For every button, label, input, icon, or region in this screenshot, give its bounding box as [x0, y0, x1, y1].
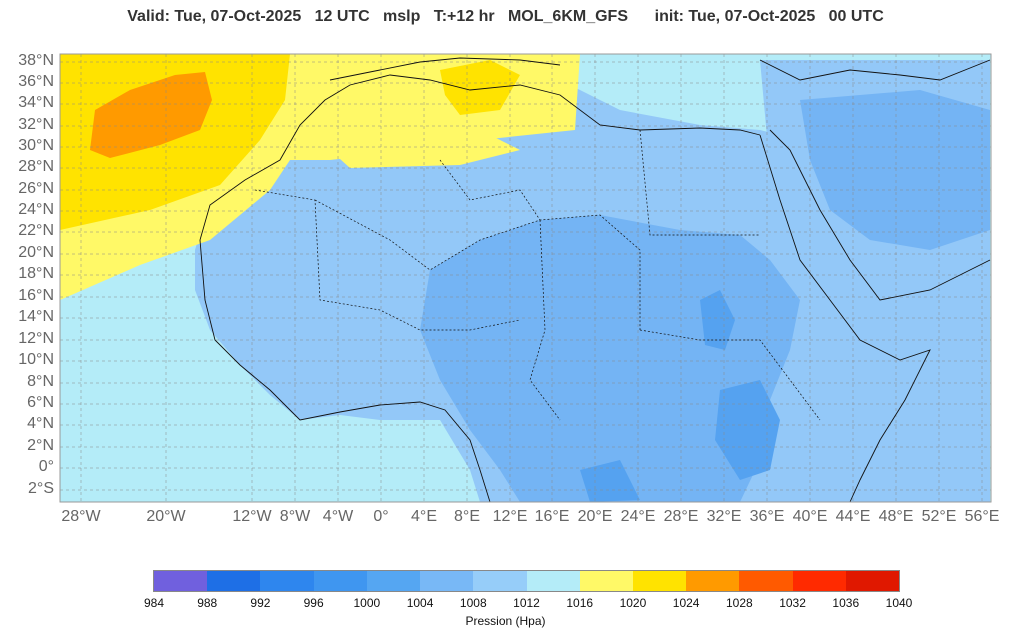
colorbar-swatch [154, 571, 208, 591]
lat-label: 0° [38, 458, 54, 475]
lat-label: 38°N [18, 52, 54, 69]
lat-label: 4°N [27, 415, 54, 432]
coastlines [199, 57, 991, 503]
colorbar-swatch [739, 571, 793, 591]
colorbar-swatch [260, 571, 314, 591]
lon-label: 12°E [492, 508, 528, 525]
lon-label: 12°W [232, 508, 272, 525]
colorbar-tick-label: 1020 [619, 596, 647, 610]
lat-label: 30°N [18, 137, 54, 154]
high-1016-north-area [330, 130, 520, 168]
lon-label: 4°W [322, 508, 354, 525]
colorbar-tick-label: 992 [250, 596, 271, 610]
lat-label: 36°N [18, 73, 54, 90]
lat-label: 2°N [27, 437, 54, 454]
lat-label: 8°N [27, 373, 54, 390]
lon-label: 40°E [792, 508, 828, 525]
land-1004-1008-area [420, 215, 800, 502]
lon-label: 20°W [146, 508, 186, 525]
colorbar-swatch [792, 571, 846, 591]
colorbar-tick-label: 996 [303, 596, 324, 610]
colorbar-swatch [845, 571, 900, 591]
lat-label: 6°N [27, 394, 54, 411]
colorbar-swatch [526, 571, 580, 591]
colorbar-swatch [366, 571, 421, 591]
colorbar-swatch [686, 571, 740, 591]
lon-label: 28°W [61, 508, 101, 525]
colorbar-tick-label: 1032 [779, 596, 806, 610]
map-title: Valid: Tue, 07-Oct-2025 12 UTC mslp T:+1… [127, 8, 884, 25]
colorbar-tick-label: 1008 [459, 596, 487, 610]
lat-label: 10°N [18, 351, 54, 368]
lat-label: 20°N [18, 244, 54, 261]
colorbar-tick-label: 988 [197, 596, 218, 610]
lat-label: 26°N [18, 180, 54, 197]
lat-label: 2°S [28, 480, 54, 497]
lon-label: 24°E [620, 508, 656, 525]
lon-label: 8°W [279, 508, 311, 525]
colorbar-swatch [632, 571, 687, 591]
pressure-map [59, 53, 992, 503]
lat-label: 24°N [18, 201, 54, 218]
lon-label: 4°E [411, 508, 437, 525]
high-1024-1028-area [90, 72, 212, 158]
lat-label: 22°N [18, 222, 54, 239]
colorbar-tick-label: 1016 [566, 596, 594, 610]
lon-label: 32°E [706, 508, 742, 525]
lon-label: 8°E [454, 508, 480, 525]
colorbar-swatch [473, 571, 527, 591]
colorbar-tick-label: 1040 [885, 596, 913, 610]
colorbar-swatch [313, 571, 367, 591]
lat-label: 16°N [18, 287, 54, 304]
lat-label: 32°N [18, 116, 54, 133]
colorbar-tick-label: 1004 [406, 596, 434, 610]
lon-label: 20°E [577, 508, 613, 525]
colorbar-tick-label: 1000 [353, 596, 381, 610]
lon-label: 16°E [534, 508, 570, 525]
lat-label: 28°N [18, 158, 54, 175]
colorbar-tick-label: 1028 [725, 596, 753, 610]
colorbar-unit: Pression (Hpa) [465, 614, 546, 628]
colorbar-tick-label: 1012 [513, 596, 540, 610]
colorbar-tick-label: 1024 [672, 596, 700, 610]
lon-label: 48°E [878, 508, 914, 525]
colorbar-tick-label: 1036 [832, 596, 860, 610]
colorbar-swatch [579, 571, 633, 591]
lat-label: 12°N [18, 330, 54, 347]
lat-label: 14°N [18, 308, 54, 325]
lon-label: 56°E [964, 508, 1000, 525]
lat-label: 34°N [18, 94, 54, 111]
lon-label: 0° [373, 508, 389, 525]
land-arabia-low-area [800, 90, 990, 250]
borders [254, 129, 821, 421]
lat-label: 18°N [18, 265, 54, 282]
colorbar-tick-label: 984 [143, 596, 165, 610]
lon-label: 36°E [749, 508, 785, 525]
colorbar-swatch [420, 571, 474, 591]
pressure-colorbar [153, 570, 900, 592]
colorbar-swatch [207, 571, 261, 591]
lon-label: 52°E [921, 508, 957, 525]
lon-label: 28°E [663, 508, 699, 525]
high-maghreb-area [440, 60, 520, 115]
lon-label: 44°E [835, 508, 871, 525]
